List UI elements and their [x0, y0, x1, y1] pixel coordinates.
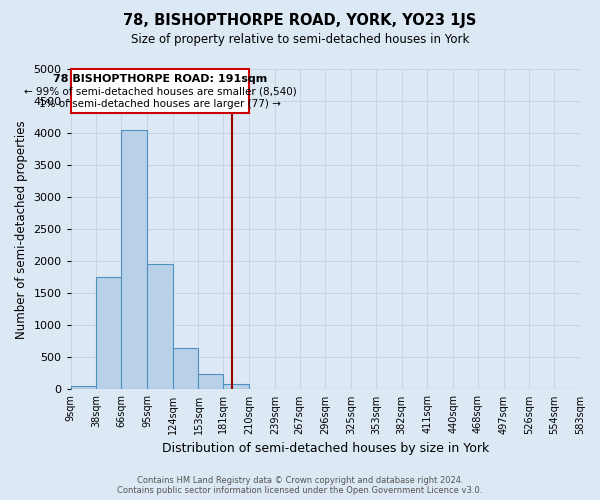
Bar — [199, 374, 223, 390]
FancyBboxPatch shape — [71, 69, 249, 112]
Text: Contains public sector information licensed under the Open Government Licence v3: Contains public sector information licen… — [118, 486, 482, 495]
Bar — [71, 386, 97, 390]
Text: 1% of semi-detached houses are larger (77) →: 1% of semi-detached houses are larger (7… — [39, 99, 281, 109]
Text: 78, BISHOPTHORPE ROAD, YORK, YO23 1JS: 78, BISHOPTHORPE ROAD, YORK, YO23 1JS — [124, 12, 476, 28]
Y-axis label: Number of semi-detached properties: Number of semi-detached properties — [15, 120, 28, 338]
Bar — [173, 348, 199, 390]
Text: Contains HM Land Registry data © Crown copyright and database right 2024.: Contains HM Land Registry data © Crown c… — [137, 476, 463, 485]
Text: 78 BISHOPTHORPE ROAD: 191sqm: 78 BISHOPTHORPE ROAD: 191sqm — [53, 74, 267, 84]
Bar — [97, 278, 121, 390]
Bar — [147, 264, 173, 390]
Bar — [223, 384, 249, 390]
X-axis label: Distribution of semi-detached houses by size in York: Distribution of semi-detached houses by … — [162, 442, 489, 455]
Text: ← 99% of semi-detached houses are smaller (8,540): ← 99% of semi-detached houses are smalle… — [23, 86, 296, 97]
Text: Size of property relative to semi-detached houses in York: Size of property relative to semi-detach… — [131, 32, 469, 46]
Bar — [121, 130, 147, 390]
